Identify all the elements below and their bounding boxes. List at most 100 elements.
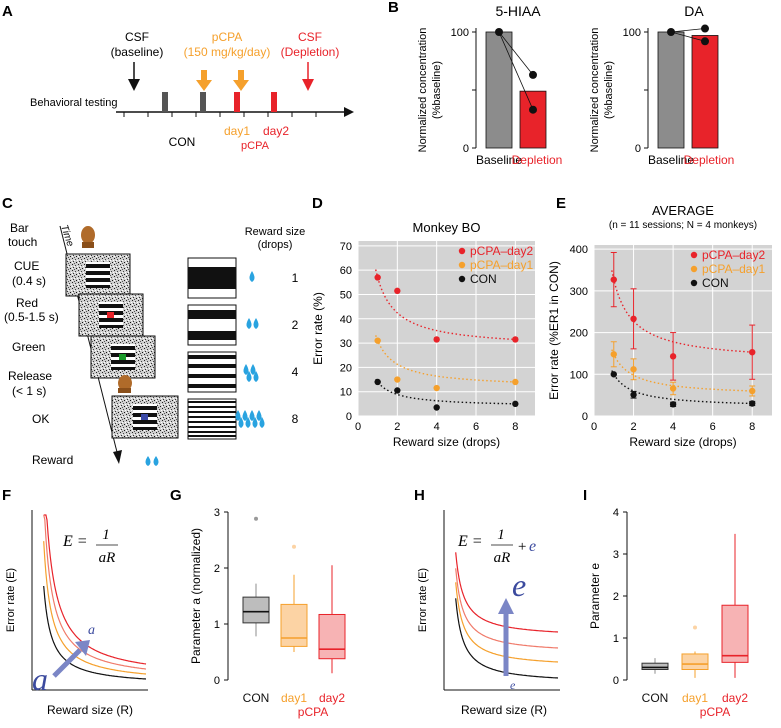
y-tick-label: 400 <box>570 244 588 256</box>
data-point <box>669 385 677 392</box>
screen-ok <box>111 395 179 439</box>
legend-marker <box>690 279 698 287</box>
data-point <box>669 401 677 408</box>
b-pair-line <box>498 31 534 110</box>
y-tick-label: 20 <box>340 362 352 374</box>
csf-depletion-sub: (Depletion) <box>281 45 340 59</box>
x-tick-label: day1 <box>281 691 307 705</box>
h-ylabel: Error rate (E) <box>417 568 429 632</box>
x-axis-label: Reward size (drops) <box>393 435 500 449</box>
box <box>721 604 749 663</box>
y-tick-label: 0 <box>214 675 220 687</box>
box <box>641 662 669 671</box>
group-label: pCPA <box>700 705 730 719</box>
b-ylabel-line1: Normalized concentration <box>589 28 601 153</box>
drop-4-icon <box>243 364 259 382</box>
data-point <box>433 404 440 411</box>
b-ylabel-line1: Normalized concentration <box>417 28 429 153</box>
x-tick-label: day2 <box>319 691 345 705</box>
data-point <box>669 353 677 360</box>
stripe-cue-8 <box>187 398 237 440</box>
outlier-point <box>693 625 697 630</box>
b-xlabel-baseline: Baseline <box>476 153 522 167</box>
x-tick-label: 6 <box>710 421 716 433</box>
timeline-arrowhead <box>344 107 354 117</box>
y-axis-label: Error rate (%) <box>311 292 325 365</box>
data-point <box>512 336 519 343</box>
x-tick-label: 4 <box>434 421 440 433</box>
f-eq-den: aR <box>99 550 116 566</box>
csf-baseline-sub: (baseline) <box>111 45 164 59</box>
f-eq-lhs: E = <box>62 533 88 550</box>
y-axis-label: Parameter a (normalized) <box>189 528 203 664</box>
drop-1-icon <box>249 271 255 282</box>
x-tick-label: 4 <box>670 421 676 433</box>
chart-subtitle: (n = 11 sessions; N = 4 monkeys) <box>609 220 757 231</box>
panel-g-chart: 0 1 2 3 Parameter a (normalized) CON day1 day2p… <box>189 507 346 719</box>
data-point <box>374 337 381 344</box>
panel-b-label: B <box>388 0 399 16</box>
h-arrowhead <box>498 598 514 614</box>
b-title: 5-HIAA <box>495 3 541 19</box>
reward-size-2: 2 <box>292 318 299 332</box>
panel-d-label: D <box>312 195 323 212</box>
h-eq-den: aR <box>494 550 511 566</box>
panel-e-label: E <box>556 195 566 212</box>
x-tick-label: 8 <box>749 421 755 433</box>
pcpa-dose-arrow-2 <box>233 70 249 91</box>
data-point <box>749 387 756 395</box>
data-point <box>512 400 519 408</box>
panel-h-label: H <box>414 487 425 504</box>
b-point-depletion <box>529 105 537 114</box>
b-y-tick-label: 100 <box>623 27 641 39</box>
hand-touch-icon <box>81 226 95 248</box>
x-tick-label: CON <box>642 691 669 705</box>
stripe-cue-2 <box>187 304 237 346</box>
legend-label: pCPA–day1 <box>470 258 533 272</box>
box <box>681 653 709 671</box>
screen-cue <box>65 253 131 297</box>
y-axis-label: Error rate (%ER1 in CON) <box>547 261 561 400</box>
data-point <box>394 287 401 295</box>
behavioral-testing-label: Behavioral testing <box>30 97 117 109</box>
x-tick-label: 6 <box>473 421 479 433</box>
f-curve-salmon <box>43 514 147 670</box>
data-point <box>610 351 617 358</box>
fit-curve <box>375 378 516 405</box>
pcpa-group-label: pCPA <box>241 140 270 152</box>
stripe-cue-4 <box>187 351 237 393</box>
y-tick-label: 3 <box>613 549 619 561</box>
panel-a: A CSF (baseline) pCPA (150 mg/kg/day) CS… <box>2 3 354 152</box>
x-tick-label: day2 <box>722 691 748 705</box>
legend-label: pCPA–day2 <box>470 244 533 258</box>
pcpa-title: pCPA <box>212 30 242 44</box>
box <box>318 613 346 660</box>
legend-marker <box>458 247 466 255</box>
b-bar-baseline <box>485 31 513 149</box>
f-xlabel: Reward size (R) <box>47 703 133 717</box>
h-arrow-label-big: e <box>512 567 526 603</box>
session-con-1 <box>162 92 168 112</box>
y-tick-label: 100 <box>570 369 588 381</box>
data-point <box>394 376 401 383</box>
y-tick-label: 60 <box>340 265 352 277</box>
step-green: Green <box>12 340 45 354</box>
panel-h: H Error rate (E) Reward size (R) E = 1 a… <box>414 487 560 717</box>
data-point <box>374 378 381 386</box>
b-chart-da: DA Normalized concentration (%baseline) 0 10… <box>589 3 734 167</box>
time-label: Time <box>58 224 75 249</box>
b-xlabel-baseline: Baseline <box>648 153 694 167</box>
h-eq-plus: + <box>517 539 527 555</box>
f-curve-orange <box>43 541 147 675</box>
x-axis-label: Reward size (drops) <box>629 435 736 449</box>
legend-label: pCPA–day2 <box>702 248 765 262</box>
panel-c: C Bar touch CUE (0.4 s) Red (0.5-1.5 s) … <box>2 195 305 467</box>
step-red: Red <box>16 296 38 310</box>
drop-2-icon <box>246 318 259 329</box>
screen-red <box>78 293 144 337</box>
outlier-point <box>292 544 296 549</box>
reward-size-sub: (drops) <box>258 239 293 251</box>
y-tick-label: 10 <box>340 387 352 399</box>
group-label: pCPA <box>298 705 328 719</box>
